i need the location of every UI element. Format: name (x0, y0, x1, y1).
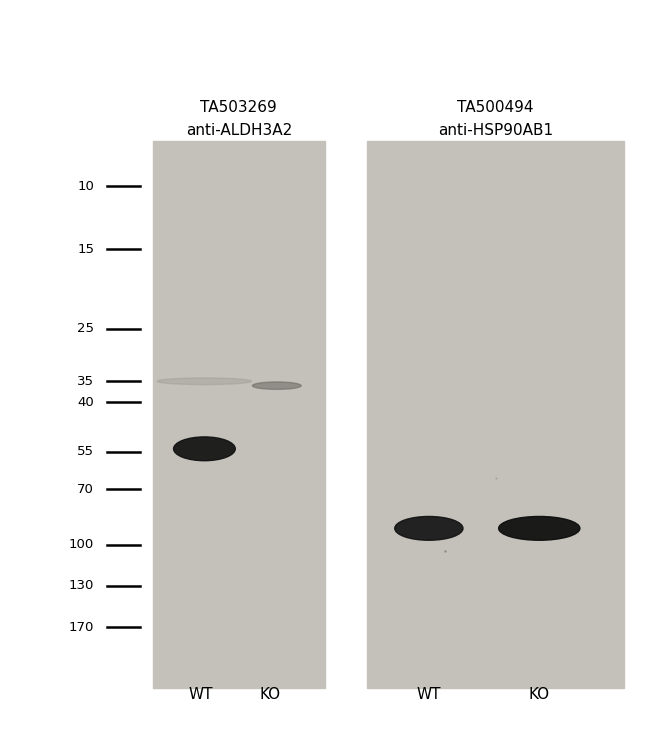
Text: 100: 100 (69, 538, 94, 551)
Text: 170: 170 (69, 621, 94, 634)
Text: WT: WT (188, 687, 213, 702)
Text: 25: 25 (77, 322, 94, 336)
Text: anti-HSP90AB1: anti-HSP90AB1 (438, 123, 553, 138)
Bar (367, 141, 624, 688)
Text: KO: KO (259, 687, 280, 702)
Ellipse shape (157, 378, 252, 385)
Ellipse shape (395, 516, 463, 540)
Text: WT: WT (417, 687, 441, 702)
Bar (153, 141, 325, 688)
Text: TA503269: TA503269 (200, 100, 278, 115)
Ellipse shape (499, 516, 580, 540)
Text: 55: 55 (77, 445, 94, 458)
Text: 10: 10 (77, 180, 94, 193)
Ellipse shape (252, 382, 301, 389)
Text: TA500494: TA500494 (458, 100, 534, 115)
Ellipse shape (174, 437, 235, 461)
Text: 70: 70 (77, 483, 94, 496)
Text: 35: 35 (77, 375, 94, 388)
Text: 15: 15 (77, 243, 94, 256)
Text: KO: KO (528, 687, 550, 702)
Text: anti-ALDH3A2: anti-ALDH3A2 (186, 123, 292, 138)
Text: 40: 40 (77, 396, 94, 408)
Text: 130: 130 (69, 579, 94, 592)
